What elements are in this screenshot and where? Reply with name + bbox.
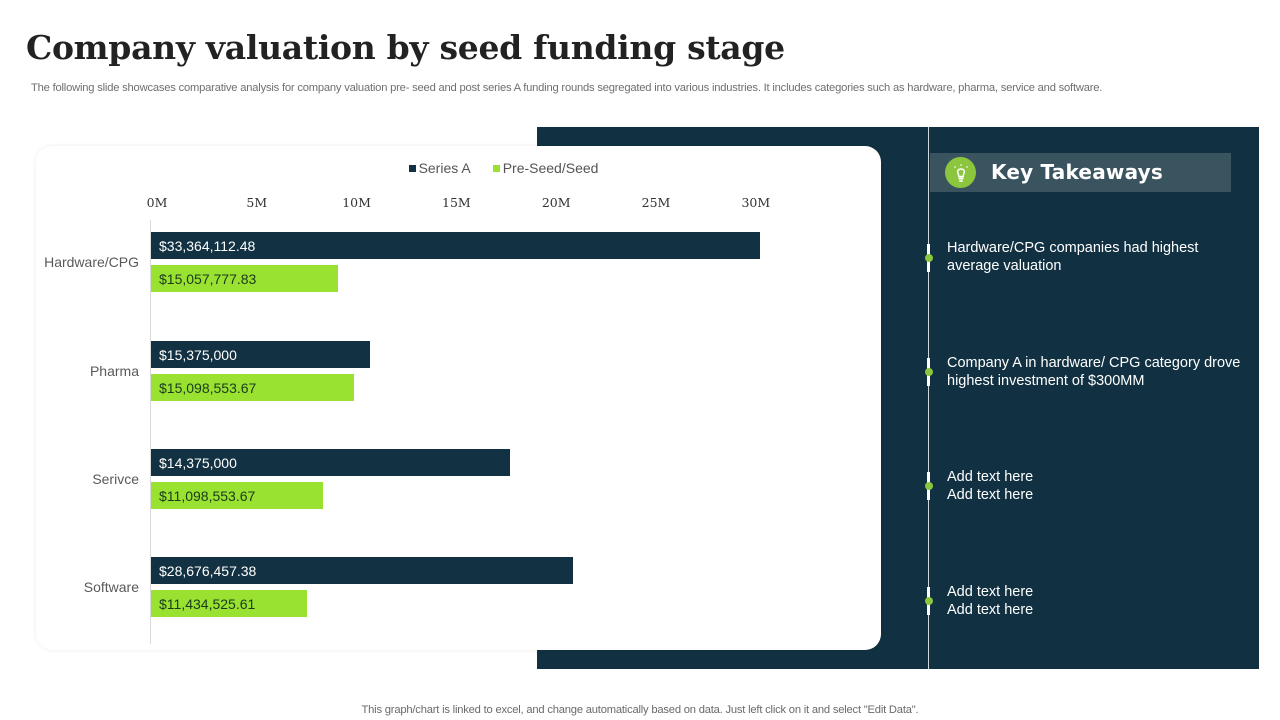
bar-data-label: $28,676,457.38	[159, 562, 257, 579]
lightbulb-icon	[945, 157, 976, 188]
legend-label: Pre-Seed/Seed	[502, 160, 599, 176]
legend-item-pre-seed: Pre-Seed/Seed	[492, 160, 599, 176]
bar-pre-seed[interactable]: $15,057,777.83	[151, 265, 338, 292]
bar-pre-seed[interactable]: $11,098,553.67	[151, 482, 323, 509]
footer-note: This graph/chart is linked to excel, and…	[361, 704, 919, 716]
timeline-marker-2	[925, 358, 933, 386]
x-axis-tick: 0M	[146, 195, 168, 210]
x-axis-tick: 15M	[442, 195, 471, 210]
key-takeaways-title: Key Takeaways	[991, 160, 1163, 184]
marker-dot-icon	[925, 368, 933, 376]
page-subtitle: The following slide showcases comparativ…	[31, 82, 1103, 94]
timeline-line	[928, 127, 929, 669]
timeline-marker-4	[925, 587, 933, 615]
marker-dot-icon	[925, 482, 933, 490]
takeaway-line: Add text here	[947, 487, 1034, 503]
bar-data-label: $33,364,112.48	[159, 237, 256, 254]
category-label: Hardware/CPG	[44, 254, 139, 270]
bar-data-label: $14,375,000	[159, 454, 237, 471]
category-label: Serivce	[92, 471, 139, 487]
takeaway-line: Add text here	[947, 584, 1034, 600]
timeline-marker-3	[925, 472, 933, 500]
takeaway-item-3: Add text here Add text here	[947, 468, 1252, 504]
takeaway-line: highest investment of $300MM	[947, 373, 1145, 389]
x-axis-tick: 25M	[641, 195, 671, 210]
legend-item-series-a: Series A	[408, 160, 471, 176]
bar-series-a[interactable]: $14,375,000	[151, 449, 510, 476]
page-title: Company valuation by seed funding stage	[26, 28, 785, 67]
timeline-marker-1	[925, 244, 933, 272]
legend-swatch-series-a	[408, 164, 416, 172]
takeaway-line: Add text here	[947, 469, 1034, 485]
bar-data-label: $11,098,553.67	[159, 487, 256, 504]
chart-legend: Series A Pre-Seed/Seed	[36, 160, 881, 176]
legend-swatch-pre-seed	[492, 164, 500, 172]
legend-label: Series A	[418, 160, 471, 176]
takeaway-item-4: Add text here Add text here	[947, 583, 1252, 619]
x-axis-tick: 20M	[541, 195, 571, 210]
bar-data-label: $11,434,525.61	[159, 595, 256, 612]
bar-series-a[interactable]: $33,364,112.48	[151, 232, 760, 259]
marker-dot-icon	[925, 597, 933, 605]
x-axis-tick: 30M	[741, 195, 771, 210]
category-label: Pharma	[89, 363, 139, 379]
x-axis-tick: 5M	[246, 195, 268, 210]
x-axis-tick: 10M	[342, 195, 371, 210]
bar-series-a[interactable]: $28,676,457.38	[151, 557, 573, 584]
category-label: Software	[83, 579, 139, 595]
bar-data-label: $15,375,000	[159, 346, 237, 363]
takeaway-line: average valuation	[947, 258, 1062, 274]
takeaway-line: Hardware/CPG companies had highest	[947, 240, 1199, 256]
bar-data-label: $15,098,553.67	[159, 379, 257, 396]
chart-card[interactable]: Series A Pre-Seed/Seed 0M 5M 10M 15M 20M 25M 3…	[36, 146, 881, 650]
marker-dot-icon	[925, 254, 933, 262]
takeaway-item-1: Hardware/CPG companies had highest avera…	[947, 239, 1252, 275]
takeaway-line: Add text here	[947, 602, 1034, 618]
bar-pre-seed[interactable]: $11,434,525.61	[151, 590, 307, 617]
y-axis-line	[150, 220, 151, 644]
bar-data-label: $15,057,777.83	[159, 270, 257, 287]
bar-pre-seed[interactable]: $15,098,553.67	[151, 374, 354, 401]
takeaway-line: Company A in hardware/ CPG category drov…	[947, 355, 1241, 371]
bar-series-a[interactable]: $15,375,000	[151, 341, 370, 368]
takeaway-item-2: Company A in hardware/ CPG category drov…	[947, 354, 1252, 390]
key-takeaways-header: Key Takeaways	[930, 153, 1231, 192]
